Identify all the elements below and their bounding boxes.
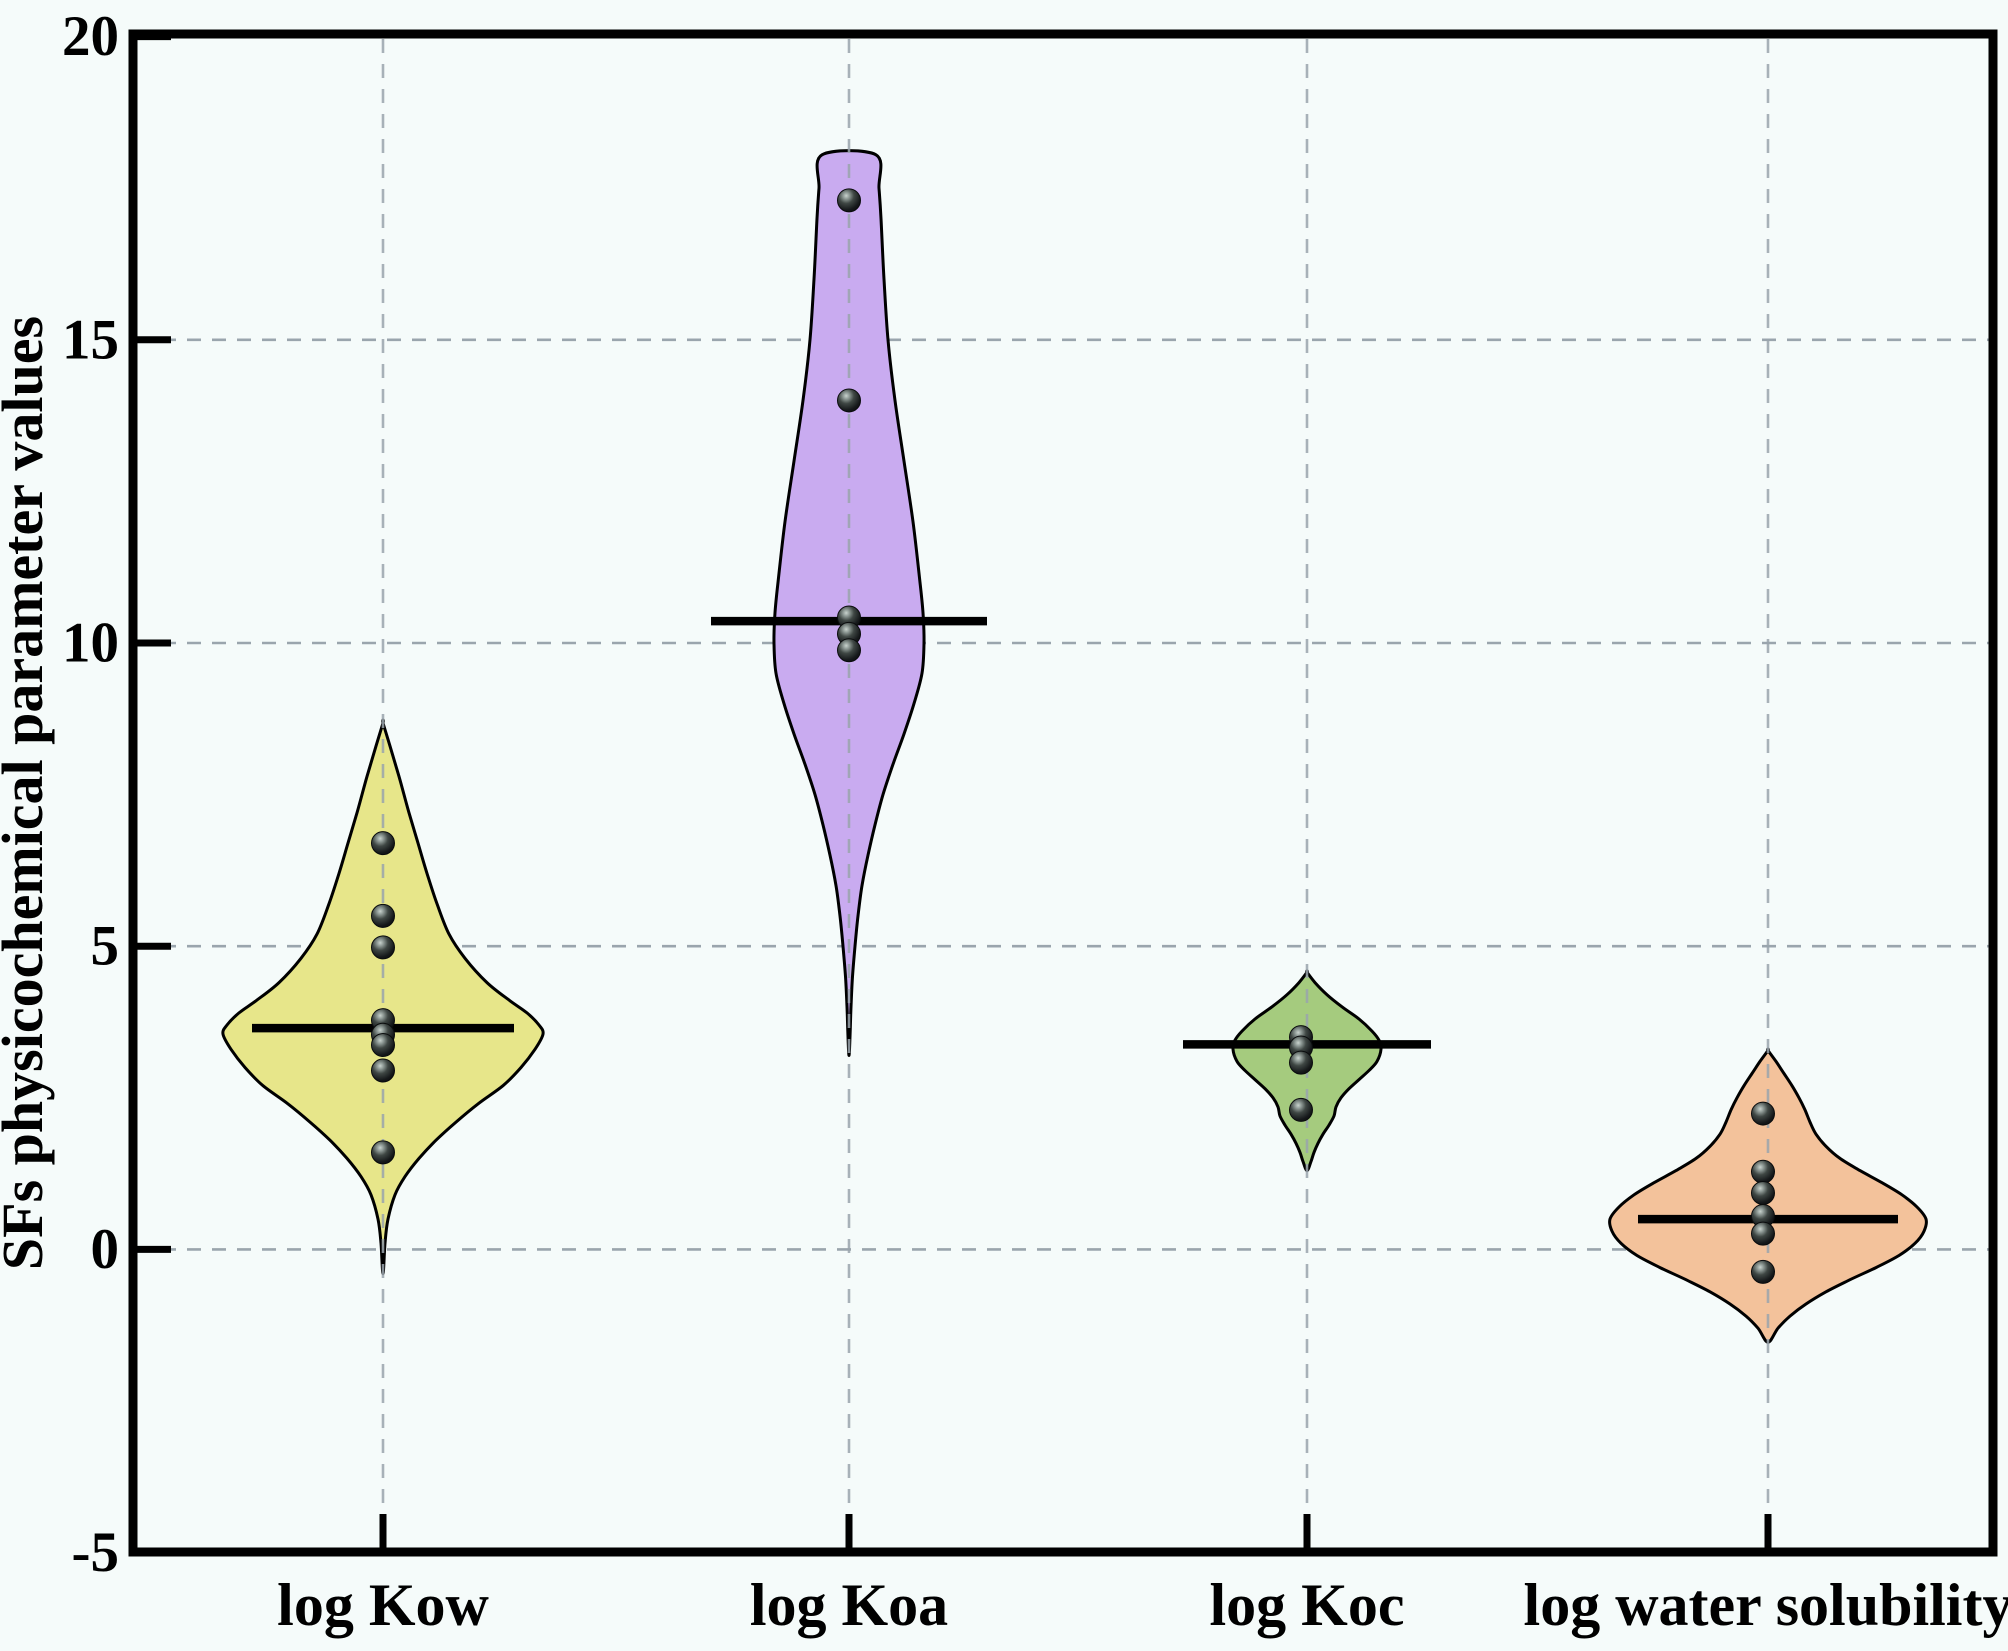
x-category-label-log-koa: log Koa [750,1572,948,1638]
y-tick-label-10: 10 [62,612,119,675]
plot-frame [128,29,1998,1557]
point-log-water-solubility [1751,1159,1775,1184]
point-log-koa [837,388,861,413]
point-log-water-solubility [1751,1101,1775,1126]
point-log-kow [371,1033,395,1058]
x-category-label-log-kow: log Kow [277,1572,489,1638]
point-log-koa [837,638,861,663]
point-log-kow [371,1140,395,1165]
point-log-koc [1289,1097,1313,1122]
axis-labels: 20 15 10 5 0 -5 log Kow log Koa log Koc log water… [62,5,2008,1638]
y-axis-title: SFs physicochemical parameter values [0,316,55,1270]
x-category-label-log-water-solubility: log water solubility [1524,1572,2008,1638]
point-log-water-solubility [1751,1259,1775,1284]
point-log-koc [1289,1050,1313,1075]
y-tick-label-0: 0 [91,1218,120,1281]
axis-ticks [137,33,1772,1557]
point-log-kow [371,1058,395,1083]
x-category-label-log-koc: log Koc [1210,1572,1405,1638]
point-log-kow [371,831,395,856]
point-log-water-solubility [1751,1181,1775,1206]
point-log-koa [837,188,861,213]
point-log-water-solubility [1751,1221,1775,1246]
point-log-kow [371,935,395,960]
y-tick-label-15: 15 [62,308,119,371]
axes-frame [128,29,1998,1557]
data-points [371,188,1775,1284]
y-tick-label-5: 5 [91,915,120,978]
category-drop-lines [381,39,1770,1547]
y-tick-label-20: 20 [62,5,119,68]
point-log-kow [371,903,395,928]
y-tick-label--5: -5 [72,1521,119,1584]
